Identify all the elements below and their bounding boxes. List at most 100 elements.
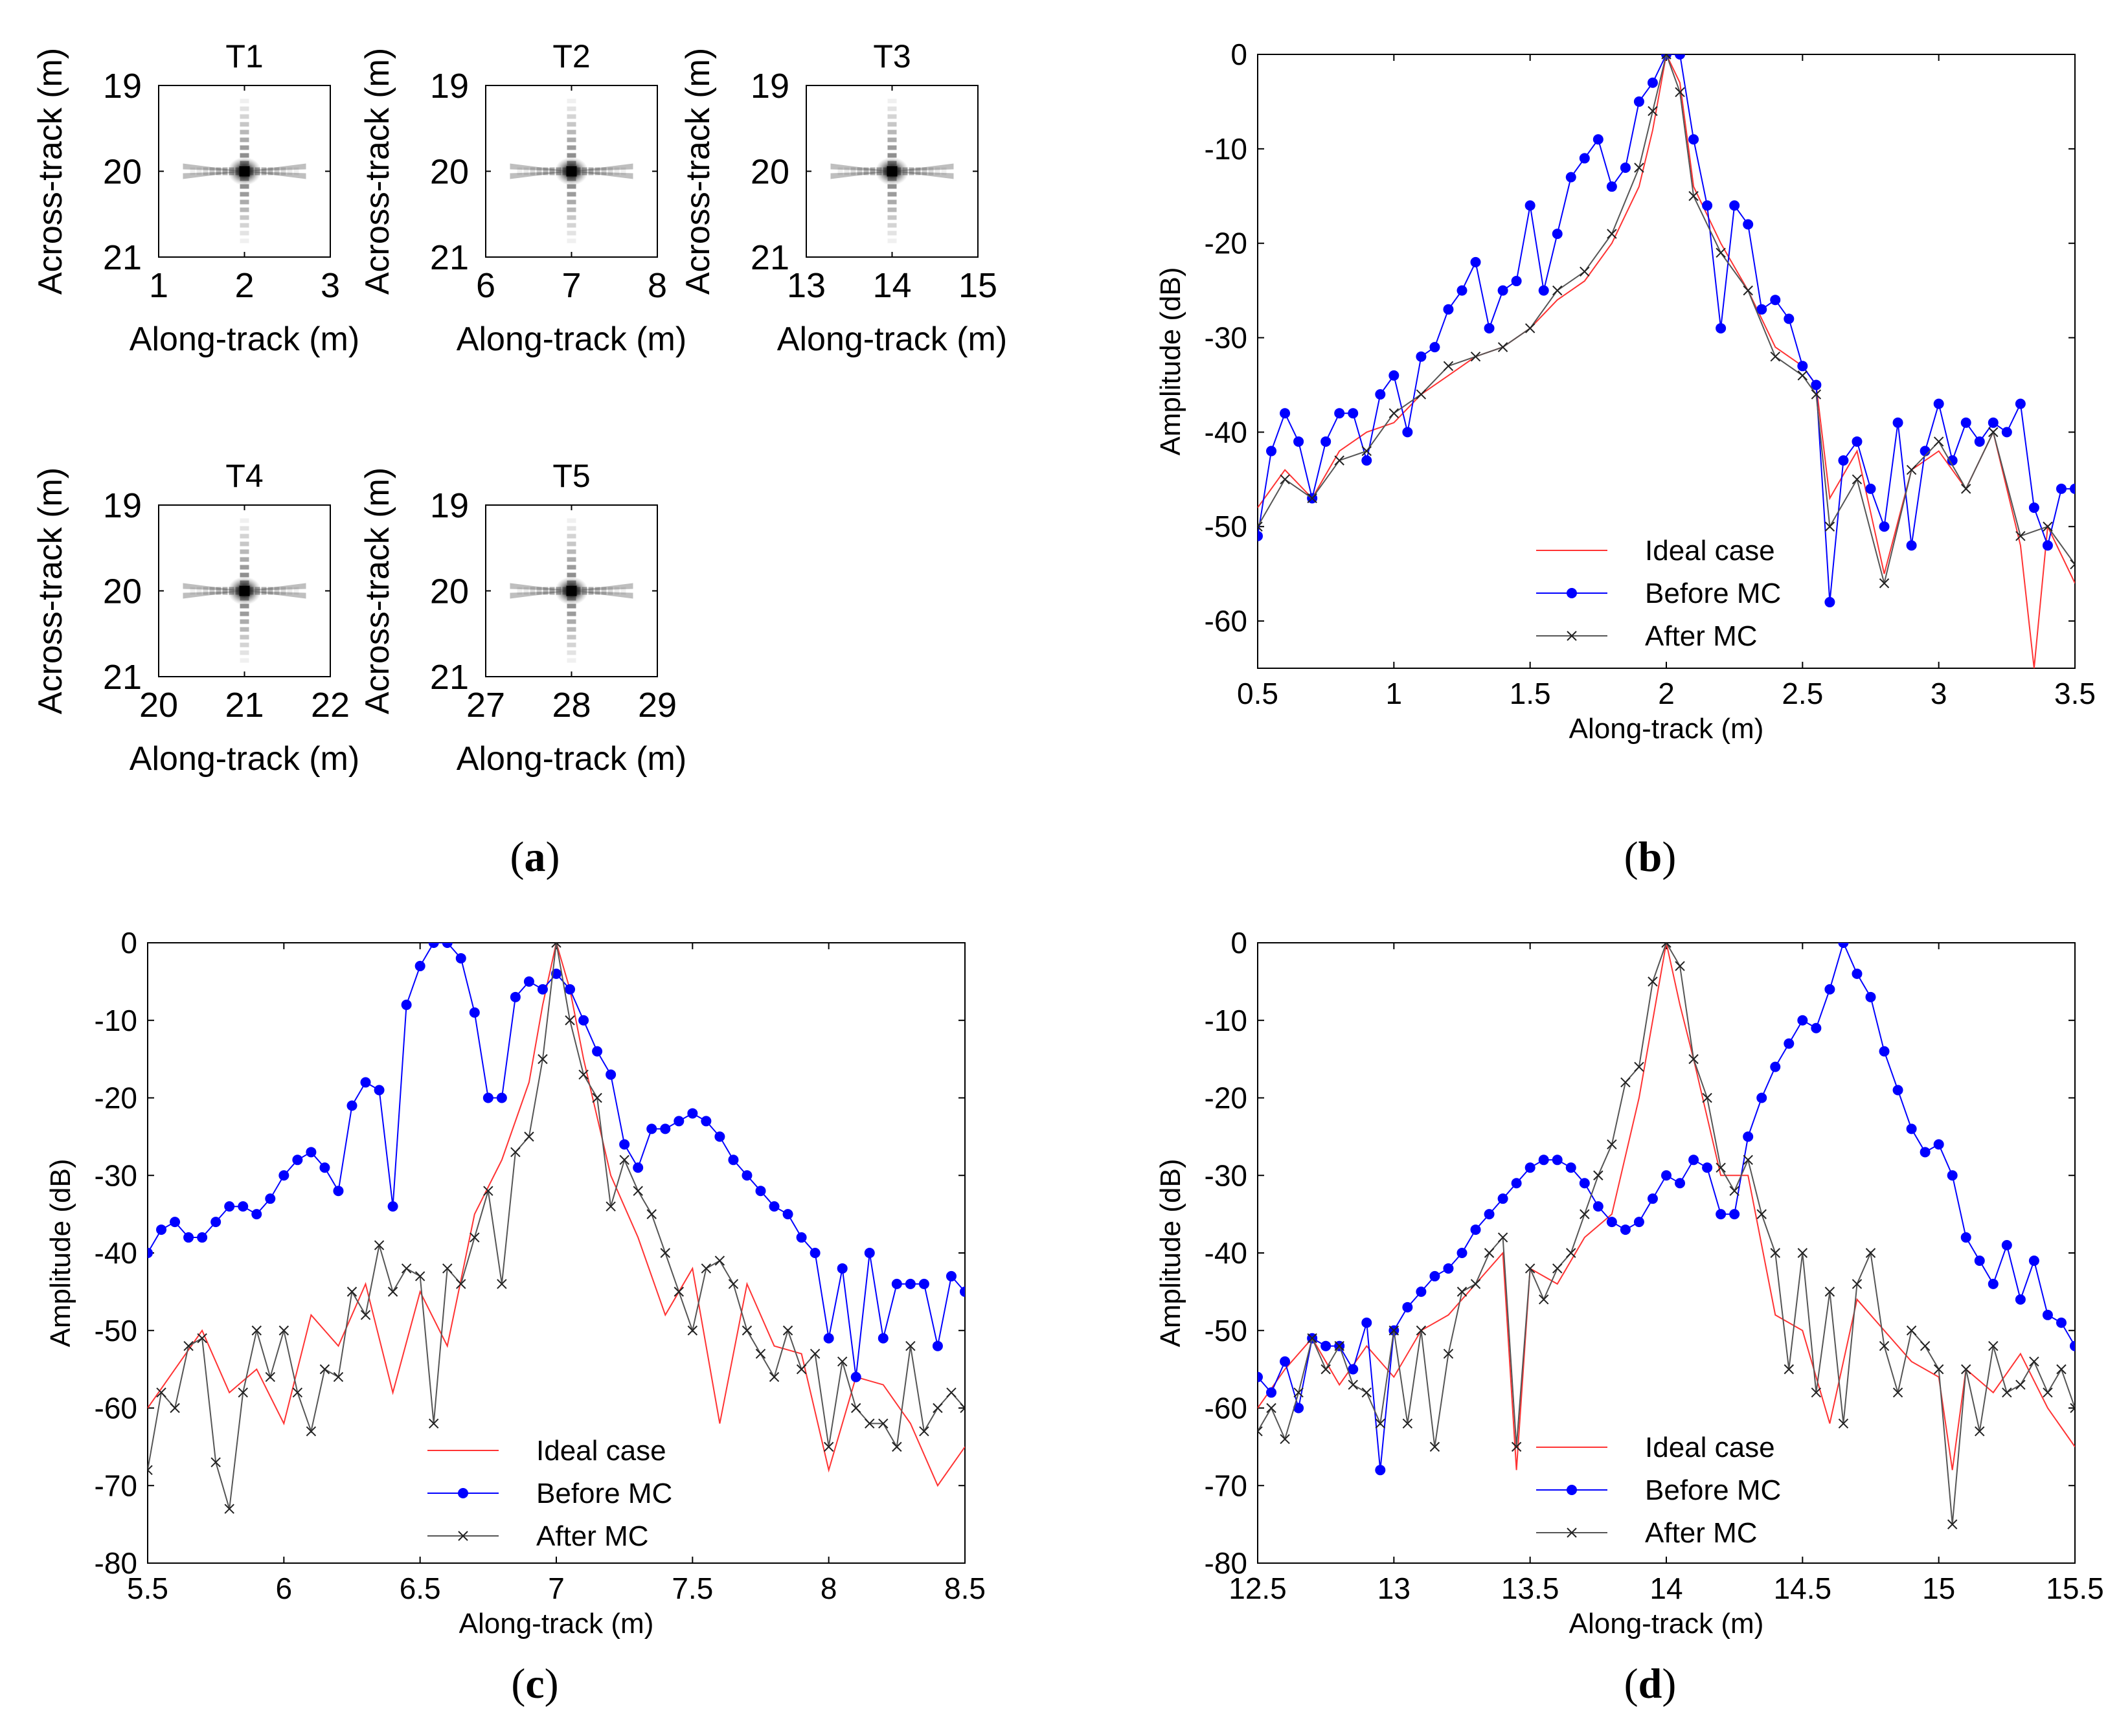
sidelobe-horizontal	[209, 167, 215, 175]
before-mc-marker	[1974, 1255, 1985, 1266]
sidelobe-vertical	[567, 145, 576, 150]
y-tick-label: -60	[1205, 604, 1247, 638]
before-mc-marker	[306, 1147, 317, 1158]
y-tick-label: -50	[95, 1314, 137, 1347]
before-mc-marker	[1947, 1170, 1958, 1181]
before-mc-marker	[251, 1209, 262, 1220]
before-mc-marker	[1933, 398, 1944, 409]
before-mc-marker	[1375, 389, 1386, 400]
before-mc-marker	[1947, 455, 1958, 466]
panel-c-group: 5.5 6 6.5 7 7.5 8 8.5 0 -10 -20 -30 -40 -50 -60 -70 -80…	[45, 926, 986, 1708]
before-mc-marker	[1320, 436, 1331, 447]
after-mc-marker	[510, 1147, 521, 1158]
y-tick-label: -20	[95, 1081, 137, 1115]
sidelobe-vertical	[240, 238, 249, 243]
x-tick-label: 15.5	[2046, 1572, 2104, 1605]
after-mc-marker	[1280, 474, 1290, 485]
y-tick-label: 0	[1230, 926, 1247, 960]
before-mc-marker	[510, 991, 521, 1002]
sidelobe-horizontal	[595, 167, 600, 175]
before-mc-marker	[850, 1371, 861, 1382]
before-mc-marker	[606, 1069, 617, 1080]
before-mc-marker	[333, 1186, 344, 1197]
plot-frame	[147, 942, 966, 1564]
y-tick-label: 21	[103, 658, 142, 697]
before-mc-marker	[2001, 1240, 2012, 1251]
after-mc-marker	[1293, 1387, 1304, 1398]
sidelobe-horizontal	[614, 587, 620, 595]
after-mc-marker	[633, 1186, 643, 1196]
before-mc-marker	[1960, 417, 1971, 428]
legend-label: After MC	[1645, 620, 1758, 652]
x-axis-label: Along-track (m)	[1569, 1608, 1764, 1640]
after-mc-marker	[1961, 484, 1971, 494]
after-mc-marker	[306, 1426, 317, 1437]
after-mc-marker	[156, 1387, 166, 1398]
y-axis-label: Amplitude (dB)	[1155, 1158, 1186, 1347]
x-tick-label: 8.5	[944, 1572, 986, 1605]
before-mc-marker	[1824, 984, 1835, 995]
sidelobe-horizontal	[620, 167, 626, 175]
before-mc-marker	[1497, 285, 1508, 296]
sidelobe-horizontal	[909, 167, 914, 175]
sidelobe-horizontal	[523, 167, 529, 175]
before-mc-marker	[1879, 521, 1890, 532]
after-mc-marker	[1675, 87, 1685, 98]
before-mc-marker	[1579, 153, 1590, 164]
x-tick-label: 1.5	[1510, 677, 1551, 710]
after-mc-marker	[238, 1387, 248, 1398]
sidelobe-vertical	[240, 153, 249, 158]
legend: Ideal case Before MC After MC	[1536, 535, 1781, 652]
before-mc-marker	[1620, 163, 1631, 174]
sidelobe-horizontal	[280, 587, 286, 595]
before-mc-marker	[646, 1123, 657, 1134]
after-mc-marker	[1307, 493, 1317, 504]
after-mc-marker	[769, 1371, 780, 1382]
sidelobe-vertical	[567, 518, 576, 523]
before-mc-marker	[1647, 77, 1658, 88]
sidelobe-vertical	[567, 207, 576, 212]
y-tick-label: 21	[430, 238, 469, 277]
y-tick-label: 20	[751, 153, 789, 192]
sidelobe-vertical	[887, 122, 897, 127]
before-mc-marker	[428, 943, 439, 948]
after-mc-marker	[1947, 1519, 1958, 1529]
sidelobe-horizontal	[857, 167, 863, 175]
before-mc-marker	[1266, 1387, 1277, 1398]
before-mc-marker	[796, 1232, 807, 1243]
y-tick-label: -70	[95, 1469, 137, 1502]
after-mc-marker	[387, 1287, 398, 1297]
before-mc-marker	[1524, 200, 1535, 211]
sidelobe-horizontal	[517, 167, 523, 175]
y-tick-label: -40	[1205, 1236, 1247, 1270]
after-mc-marker	[1361, 1387, 1372, 1398]
after-mc-marker	[687, 1325, 698, 1336]
after-mc-marker	[292, 1387, 303, 1398]
after-mc-marker	[183, 1340, 194, 1351]
before-mc-marker	[374, 1085, 385, 1096]
heatmap-T2: 6 7 8 19 20 21 T2 Along-track (m) Across-track (…	[359, 38, 686, 358]
after-mc-marker	[782, 1325, 793, 1336]
sidelobe-horizontal	[274, 587, 280, 595]
before-mc-marker	[701, 1116, 712, 1127]
sidelobe-horizontal	[620, 587, 626, 595]
y-tick-label: -60	[95, 1392, 137, 1425]
before-mc-marker	[1456, 1248, 1467, 1258]
after-mc-marker	[210, 1457, 221, 1468]
after-mc-marker	[197, 1333, 207, 1344]
before-mc-marker	[183, 1232, 194, 1243]
after-mc-marker	[1988, 427, 1999, 438]
plot-area	[1258, 943, 2075, 1529]
after-mc-marker	[578, 1069, 589, 1080]
before-mc-marker	[619, 1139, 630, 1150]
before-mc-marker	[1770, 1061, 1781, 1072]
y-tick-label: -30	[95, 1158, 137, 1192]
sidelobe-vertical	[240, 215, 249, 220]
before-mc-marker	[1484, 322, 1495, 333]
before-mc-marker	[1675, 54, 1686, 60]
sidelobe-vertical	[887, 184, 897, 189]
legend-label: Ideal case	[536, 1435, 666, 1467]
sidelobe-vertical	[567, 238, 576, 243]
panel-label-b: (b)	[1624, 833, 1677, 881]
